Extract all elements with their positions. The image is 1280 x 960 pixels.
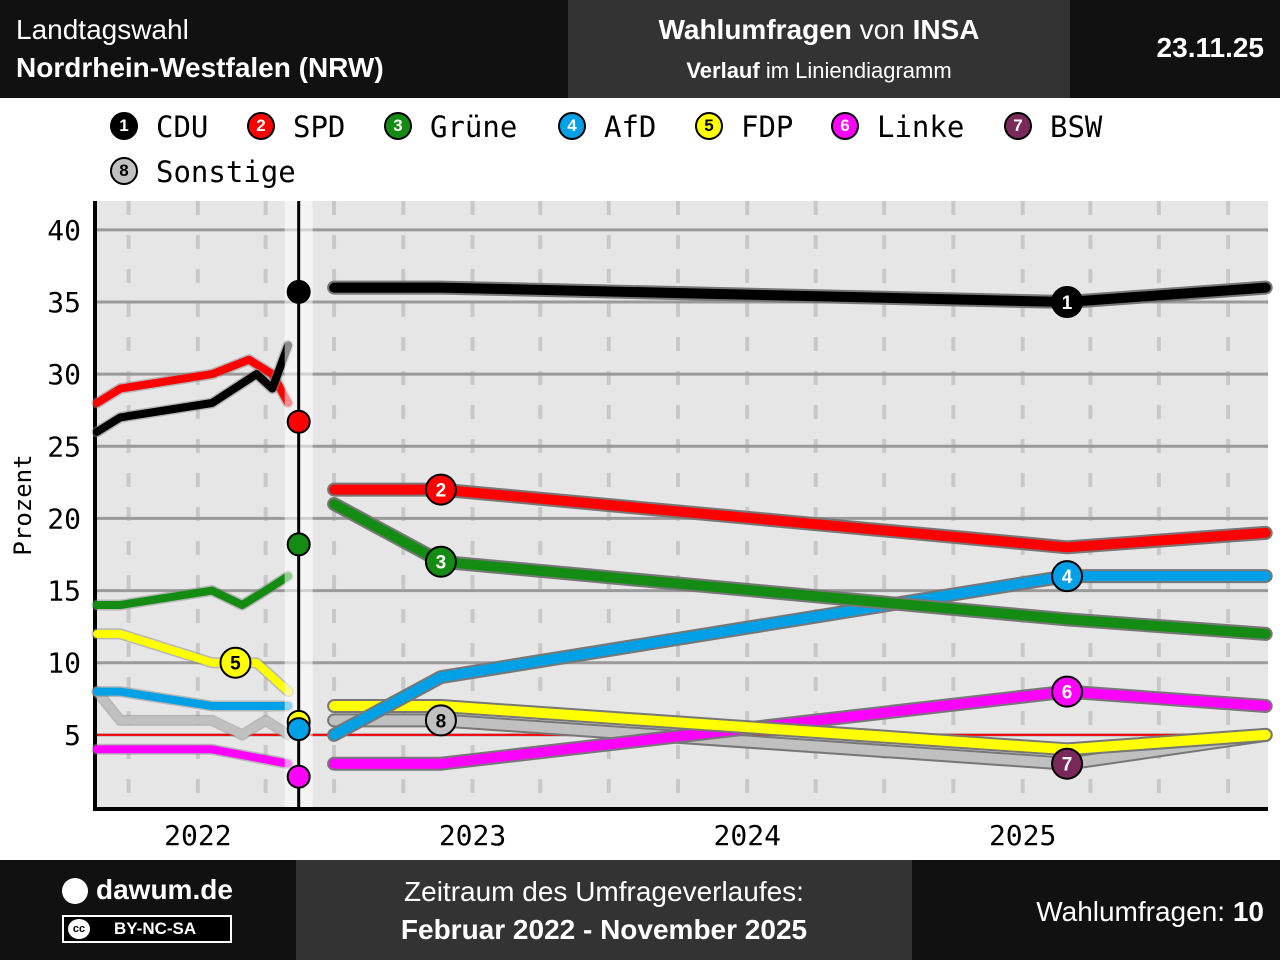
series-marker-label: 1: [1062, 293, 1073, 314]
header-date-box: 23.11.25: [1070, 0, 1280, 98]
series-marker-label: 2: [436, 481, 447, 502]
series-marker-bsw: [1051, 747, 1084, 780]
legend-label: AfD: [604, 110, 657, 144]
header: Landtagswahl Nordrhein-Westfalen (NRW) W…: [0, 0, 1280, 98]
legend-marker: 4: [558, 112, 586, 140]
legend-marker: 3: [384, 112, 412, 140]
license-text: BY-NC-SA: [114, 919, 197, 938]
title-institute: INSA: [912, 14, 980, 45]
chart-legend: 1 CDU 2 SPD 3 Grüne 4 AfD 5 FDP 6 Linke 7 BSW 8 Sonstig…: [0, 100, 1280, 195]
pre-election-line-linke: [93, 745, 293, 768]
footer-brand: dawum.de cc BY-NC-SA: [0, 860, 296, 960]
series-marker-afd: [1051, 560, 1084, 593]
footer-period: Zeitraum des Umfrageverlaufes: Februar 2…: [296, 860, 912, 960]
y-tick-label: 25: [47, 430, 81, 463]
series-line-cdu: [329, 282, 1271, 307]
series-marker-label: 6: [1062, 683, 1073, 704]
dawum-logo-icon: [62, 878, 88, 904]
x-tick-label: 2024: [714, 819, 781, 852]
series-line-afd: [329, 571, 1271, 740]
subtitle-rest: im Liniendiagramm: [759, 58, 952, 83]
creative-commons-icon: cc: [68, 919, 90, 939]
period-label: Zeitraum des Umfrageverlaufes:: [404, 876, 804, 907]
site-name: dawum.de: [96, 874, 233, 905]
result-dot-cdu: [286, 279, 311, 304]
series-marker-spd: [424, 473, 457, 506]
footer-count: Wahlumfragen: 10: [912, 860, 1280, 960]
election-type: Landtagswahl: [16, 14, 189, 45]
result-dot-linke: [286, 764, 311, 789]
y-tick-label: 15: [47, 575, 81, 608]
series-line-spd: [329, 484, 1271, 553]
poll-count-value: 10: [1232, 896, 1264, 927]
legend-label: Linke: [877, 110, 965, 144]
series-marker-linke: [1051, 675, 1084, 708]
legend-marker: 8: [110, 157, 138, 185]
pre-election-line-afd: [93, 687, 293, 710]
x-tick-label: 2022: [164, 819, 231, 852]
legend-label: SPD: [293, 110, 346, 144]
series-marker-label: 4: [1062, 567, 1073, 588]
y-tick-label: 30: [47, 358, 81, 391]
title-word-polls: Wahlumfragen: [658, 14, 852, 45]
legend-label: FDP: [741, 110, 794, 144]
period-value: Februar 2022 - November 2025: [400, 914, 808, 945]
legend-marker: 2: [247, 112, 275, 140]
series-marker-cdu: [1051, 286, 1084, 318]
result-dot-grüne: [286, 532, 311, 557]
header-election: Landtagswahl Nordrhein-Westfalen (NRW): [0, 0, 568, 98]
pre-election-line-fdp: [93, 629, 293, 696]
pre-election-line-cdu: [93, 341, 293, 436]
legend-label: Sonstige: [156, 155, 296, 189]
legend-label: Grüne: [430, 110, 518, 144]
y-tick-label: 20: [47, 502, 81, 535]
series-marker-grüne: [424, 545, 457, 578]
y-tick-label: 10: [47, 647, 81, 680]
license-badge: cc BY-NC-SA: [62, 915, 232, 943]
pre-election-line-grüne: [93, 572, 293, 609]
header-title: Wahlumfragen von INSA Verlauf im Liniend…: [568, 0, 1070, 98]
chart-title: Wahlumfragen von INSA: [568, 14, 1070, 46]
title-word-von: von: [851, 14, 913, 45]
y-axis-label: Prozent: [9, 454, 37, 555]
legend-marker: 5: [695, 112, 723, 140]
series-line-grüne: [329, 499, 1271, 639]
series-marker-label: 7: [1062, 755, 1073, 776]
legend-label: BSW: [1050, 110, 1103, 144]
legend-label: CDU: [156, 110, 209, 144]
pre-election-line-sonstige: [93, 687, 293, 739]
poll-count: Wahlumfragen: 10: [1036, 896, 1264, 928]
legend-marker: 7: [1004, 112, 1032, 140]
series-line-sonstige: [329, 715, 1271, 769]
x-tick-label: 2025: [989, 819, 1056, 852]
series-marker-fdp: [219, 646, 252, 679]
y-tick-label: 40: [47, 214, 81, 247]
series-marker-label: 3: [436, 553, 447, 574]
legend-marker: 6: [831, 112, 859, 140]
y-tick-label: 5: [64, 719, 81, 752]
series-marker-label: 5: [230, 654, 241, 675]
x-tick-label: 2023: [439, 819, 506, 852]
result-dot-spd: [286, 409, 311, 434]
subtitle-word-verlauf: Verlauf: [686, 58, 760, 83]
series-marker-label: 8: [436, 711, 447, 732]
series-marker-sonstige: [424, 704, 457, 737]
poll-count-label: Wahlumfragen:: [1036, 896, 1233, 927]
y-tick-label: 35: [47, 286, 81, 319]
result-dot-afd: [286, 717, 311, 742]
header-date: 23.11.25: [1156, 32, 1264, 63]
chart-subtitle: Verlauf im Liniendiagramm: [568, 58, 1070, 84]
election-region: Nordrhein-Westfalen (NRW): [16, 52, 384, 83]
legend-marker: 1: [110, 112, 138, 140]
footer: dawum.de cc BY-NC-SA Zeitraum des Umfrag…: [0, 860, 1280, 960]
